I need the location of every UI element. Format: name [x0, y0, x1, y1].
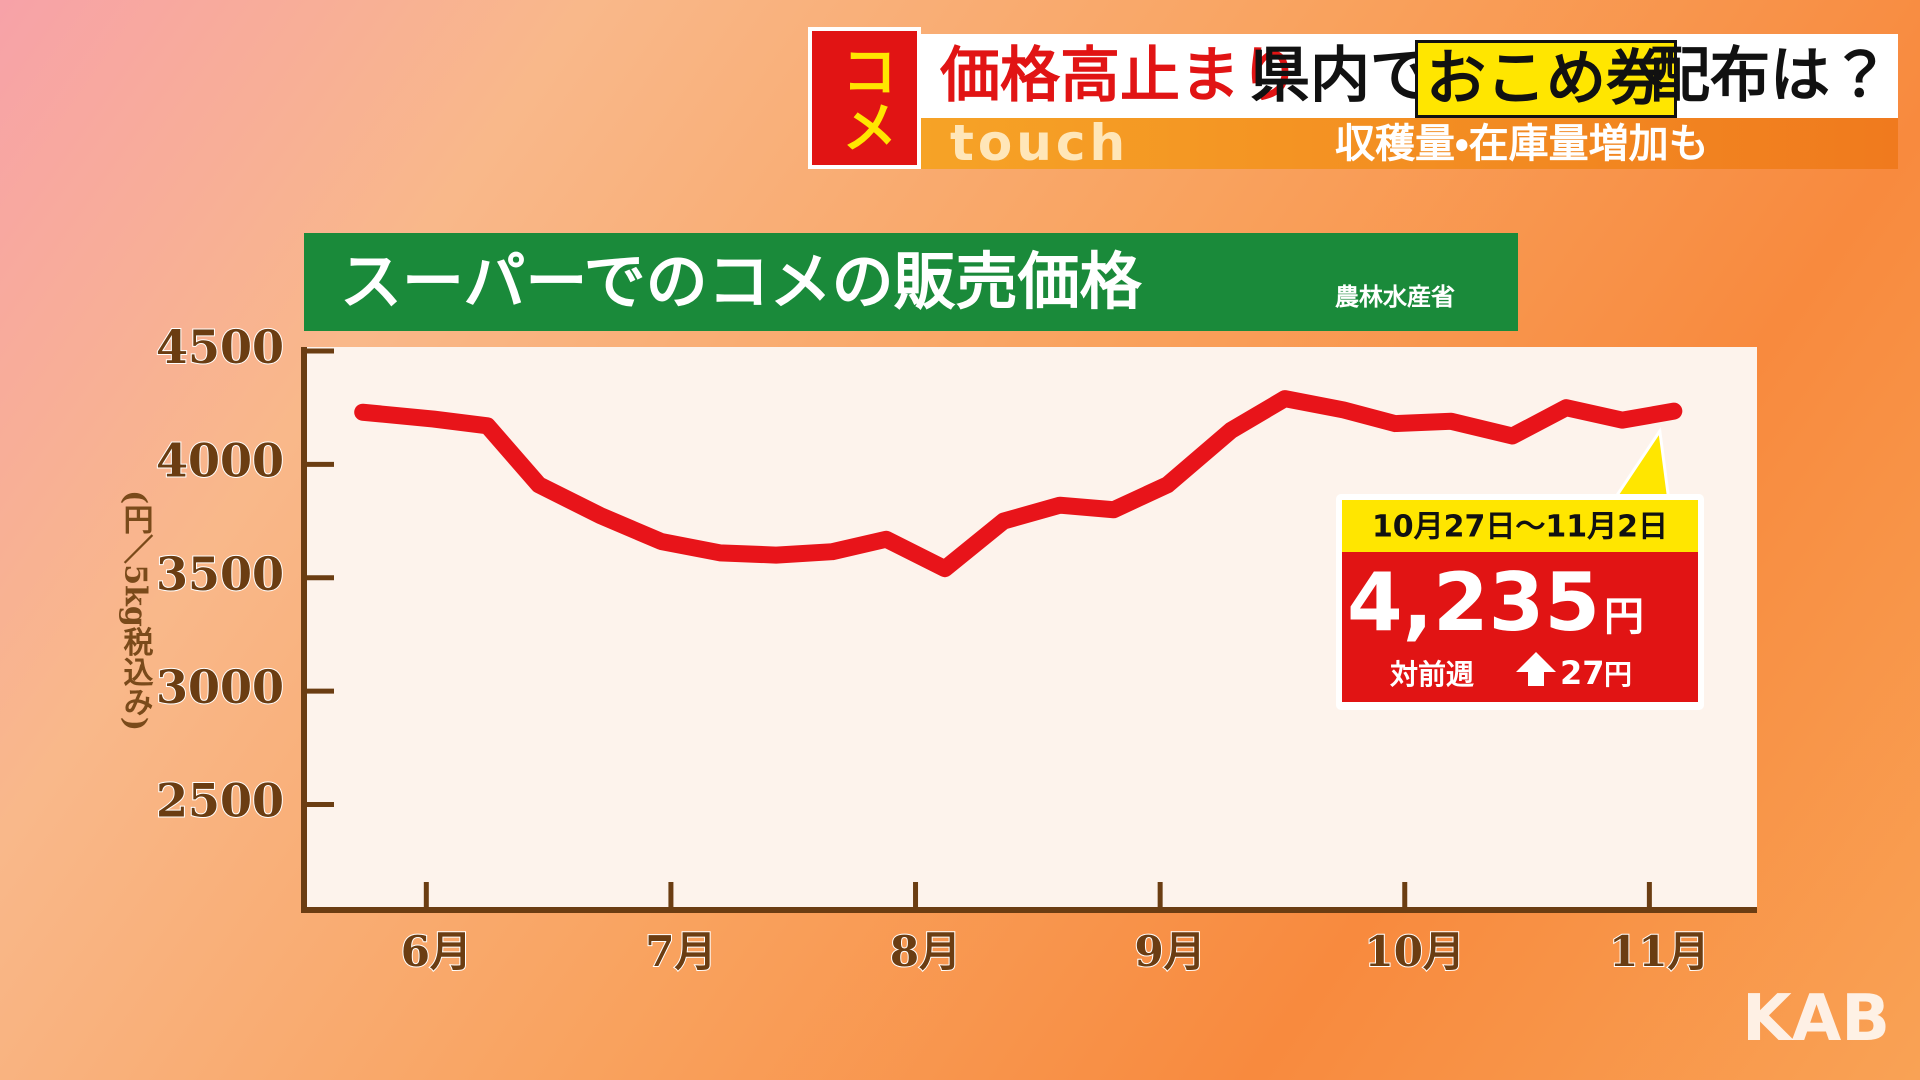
x-tick-label: 6月	[401, 927, 472, 976]
logo: KAB	[1742, 982, 1890, 1056]
subline-band	[921, 118, 1898, 169]
y-tick-label: 4500	[156, 320, 284, 374]
x-tick-label: 9月	[1135, 927, 1206, 976]
brand: touch	[950, 114, 1130, 172]
headline-highlight: おこめ券	[1415, 40, 1677, 118]
x-tick-label: 11月	[1609, 927, 1709, 976]
y-tick-label: 2500	[156, 774, 284, 828]
headline: 配布は？	[1650, 41, 1890, 111]
chart-title: スーパーでのコメの販売価格	[340, 245, 1142, 318]
y-tick-label: 3000	[156, 660, 284, 714]
badge: コメ	[808, 27, 921, 169]
price-line	[354, 390, 1683, 578]
subline: 収穫量・在庫量増加も	[1335, 121, 1709, 167]
x-tick-label: 8月	[890, 927, 961, 976]
callout-header	[1342, 500, 1698, 552]
headline: 価格高止まり	[940, 41, 1300, 111]
y-axis-label: (円／5kg税込み)	[118, 490, 154, 731]
y-tick-label: 4000	[156, 433, 284, 487]
callout-body	[1342, 552, 1698, 702]
callout-change: 27	[1560, 654, 1605, 692]
title-box	[304, 233, 1518, 331]
callout-period: 10月27日～11月2日	[1372, 510, 1668, 545]
y-tick-label: 3500	[156, 547, 284, 601]
x-tick-label: 7月	[645, 927, 716, 976]
callout-value: 4,235	[1347, 556, 1600, 649]
headline-band	[921, 34, 1898, 118]
x-tick-label: 10月	[1365, 927, 1465, 976]
headline: 県内で	[1250, 41, 1430, 111]
callout-change-unit: 円	[1604, 658, 1632, 691]
source: 農林水産省	[1335, 283, 1455, 311]
up-arrow	[1516, 652, 1556, 686]
callout-change-label: 対前週	[1390, 658, 1474, 691]
callout-unit: 円	[1604, 594, 1644, 640]
